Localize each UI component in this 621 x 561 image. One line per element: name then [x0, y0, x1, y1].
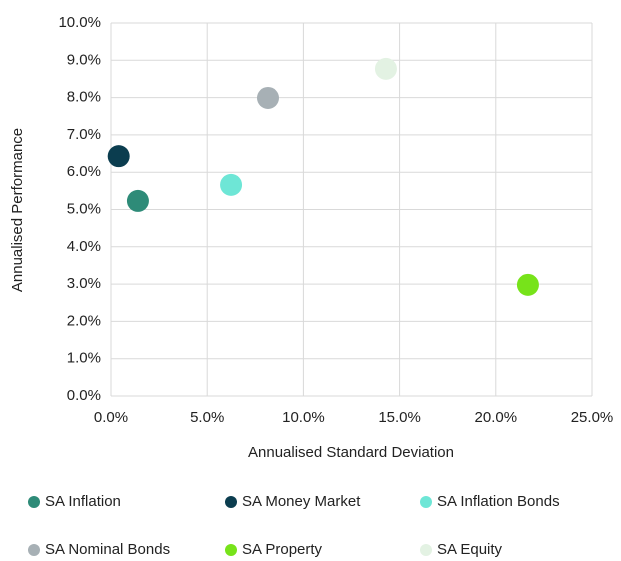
y-tick-label: 4.0%	[67, 238, 101, 255]
legend-label: SA Inflation	[45, 493, 121, 510]
y-tick-label: 6.0%	[67, 163, 101, 180]
point	[220, 173, 243, 196]
legend-label: SA Money Market	[242, 493, 361, 510]
legend-marker	[28, 496, 40, 508]
legend-marker	[420, 496, 432, 508]
x-tick-label: 5.0%	[190, 409, 224, 426]
legend-label: SA Equity	[437, 541, 503, 558]
y-tick-label: 1.0%	[67, 350, 101, 367]
y-tick-label: 7.0%	[67, 126, 101, 143]
y-tick-label: 2.0%	[67, 312, 101, 329]
x-tick-label: 15.0%	[378, 409, 421, 426]
y-tick-label: 5.0%	[67, 200, 101, 217]
legend-label: SA Nominal Bonds	[45, 541, 170, 558]
x-tick-label: 10.0%	[282, 409, 325, 426]
point	[256, 86, 279, 109]
x-axis-title: Annualised Standard Deviation	[248, 444, 454, 461]
legend-label: SA Inflation Bonds	[437, 493, 560, 510]
legend-label: SA Property	[242, 541, 323, 558]
y-tick-label: 10.0%	[58, 14, 101, 31]
y-axis-title: Annualised Performance	[9, 128, 26, 292]
legend-marker	[28, 544, 40, 556]
y-tick-label: 9.0%	[67, 51, 101, 68]
point	[516, 273, 539, 296]
y-tick-label: 0.0%	[67, 387, 101, 404]
legend-marker	[225, 544, 237, 556]
point	[107, 145, 130, 168]
y-tick-label: 3.0%	[67, 275, 101, 292]
x-tick-label: 20.0%	[475, 409, 518, 426]
point	[126, 189, 149, 212]
y-tick-label: 8.0%	[67, 89, 101, 106]
x-tick-label: 25.0%	[571, 409, 614, 426]
legend-marker	[225, 496, 237, 508]
point	[374, 57, 397, 80]
legend-marker	[420, 544, 432, 556]
x-tick-label: 0.0%	[94, 409, 128, 426]
